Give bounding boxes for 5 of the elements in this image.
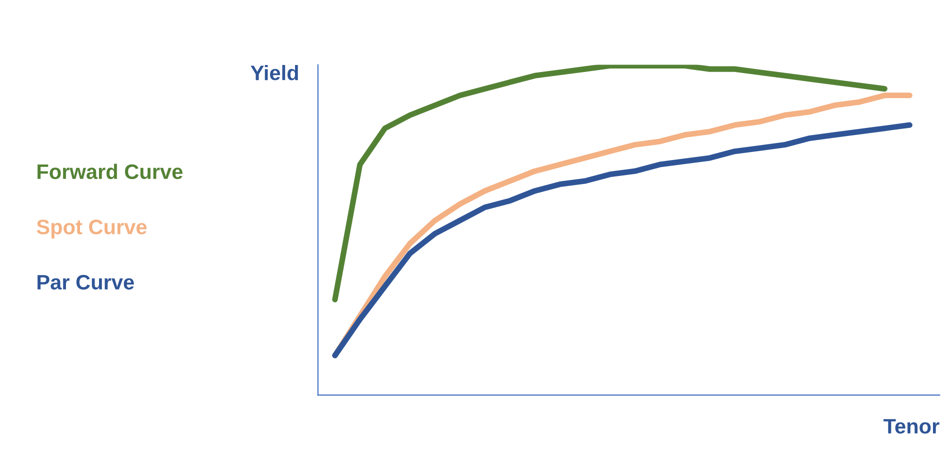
text: Par Curve: [38, 274, 134, 290]
x-axis-title: Tenor: [884, 419, 940, 434]
text: Forward Curve: [38, 164, 182, 180]
text: Spot Curve: [36, 220, 147, 238]
y-axis-title: Yield: [250, 64, 298, 80]
